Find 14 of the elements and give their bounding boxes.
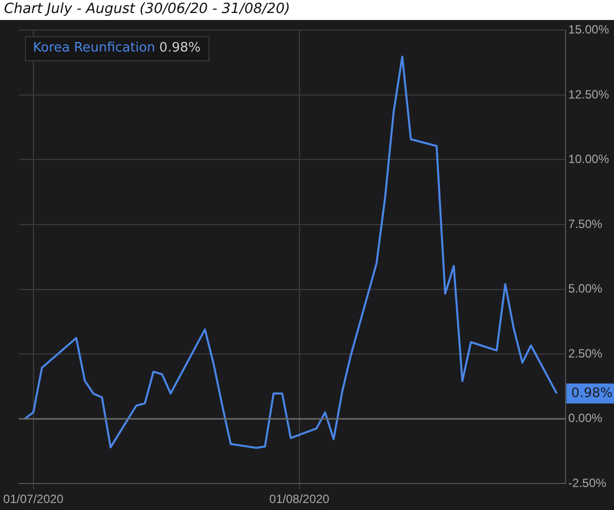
text: Korea Reunfication: [33, 40, 156, 56]
text: 0.98%: [571, 386, 613, 401]
y-tick-label: 15.00%: [568, 22, 610, 37]
x-tick-label: 01/07/2020: [3, 492, 64, 506]
annotation: 0.98%: [155, 40, 201, 56]
y-tick-label: 2.50%: [568, 346, 603, 360]
y-tick-label: 7.50%: [568, 216, 603, 231]
y-tick-label: 5.00%: [568, 282, 603, 296]
y-tick-label: 0.00%: [568, 411, 603, 426]
y-tick-label: 10.00%: [568, 152, 610, 166]
chart-title: Chart July - August (30/06/20 - 31/08/20): [3, 0, 292, 19]
y-tick-label: -2.50%: [568, 476, 607, 490]
x-tick-label: 01/08/2020: [269, 492, 330, 506]
y-tick-label: 12.50%: [568, 87, 610, 102]
